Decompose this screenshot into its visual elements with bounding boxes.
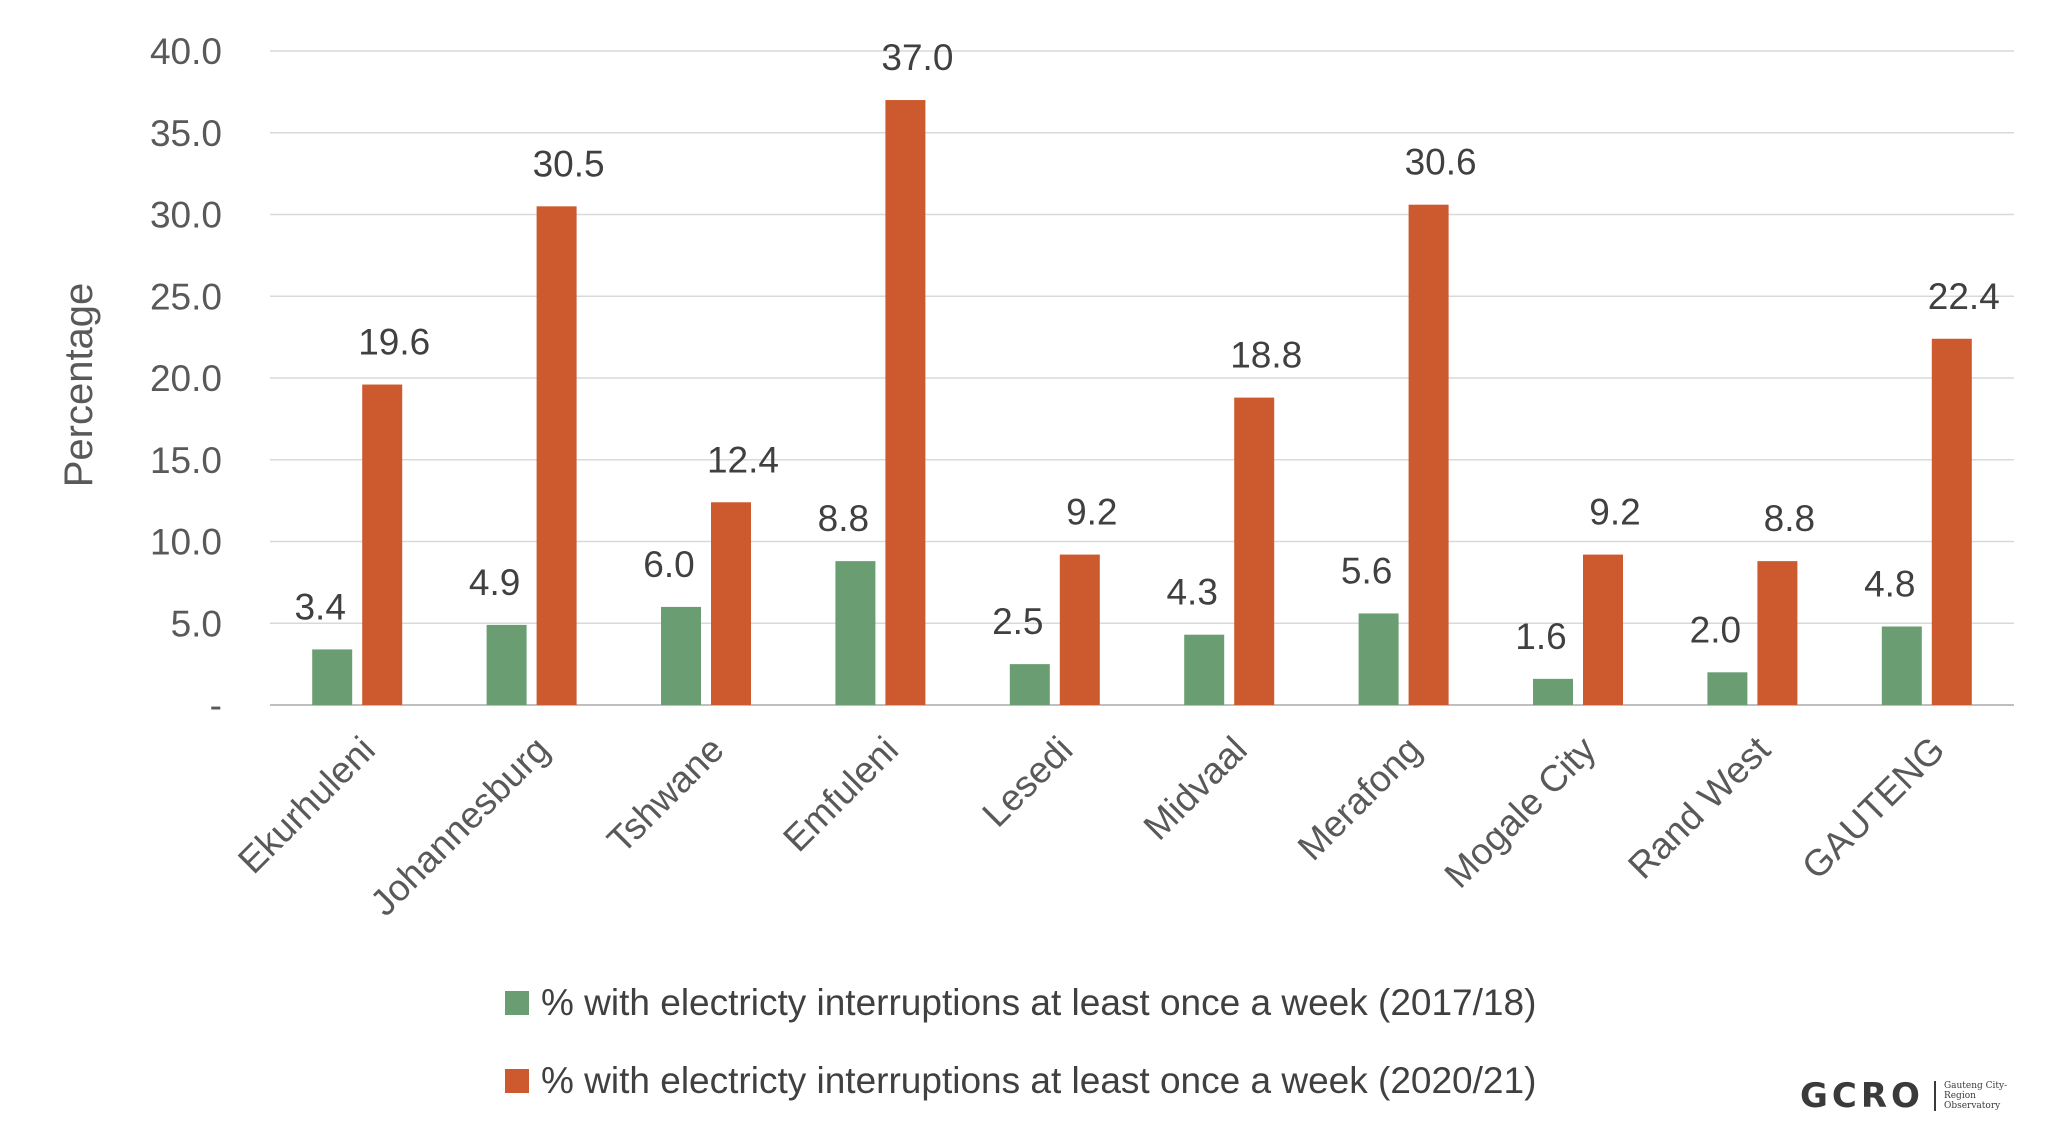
data-label: 2.5 bbox=[992, 601, 1043, 642]
bar-2017-18 bbox=[661, 606, 701, 705]
x-category-label: Rand West bbox=[1620, 728, 1778, 886]
y-tick-label: 15.0 bbox=[150, 440, 222, 481]
bar-2020-21 bbox=[362, 384, 403, 705]
bar-2017-18 bbox=[486, 624, 527, 705]
legend-label-2017-18: % with electricty interruptions at least… bbox=[541, 982, 1537, 1023]
bar-2020-21 bbox=[1931, 338, 1972, 705]
logo-mark: GCRO bbox=[1800, 1076, 1924, 1116]
legend-item-2020-21: % with electricty interruptions at least… bbox=[505, 1060, 1536, 1102]
bar-2017-18 bbox=[1184, 634, 1225, 705]
data-label: 6.0 bbox=[643, 544, 694, 585]
bar-2020-21 bbox=[1408, 204, 1449, 705]
bar-2020-21 bbox=[885, 100, 926, 706]
bars bbox=[312, 100, 1972, 706]
y-tick-label: 30.0 bbox=[150, 195, 222, 236]
bar-2017-18 bbox=[1881, 626, 1922, 705]
bar-2017-18 bbox=[1533, 678, 1573, 705]
data-label: 8.8 bbox=[818, 498, 869, 539]
x-category-label: Johannesburg bbox=[362, 729, 557, 924]
gcro-logo: GCRO Gauteng City-Region Observatory bbox=[1800, 1076, 2014, 1116]
bar-2020-21 bbox=[1059, 554, 1100, 705]
bar-2020-21 bbox=[711, 502, 751, 705]
x-category-label: Lesedi bbox=[974, 729, 1080, 835]
legend-label-2020-21: % with electricty interruptions at least… bbox=[541, 1060, 1537, 1101]
y-tick-label: 20.0 bbox=[150, 358, 222, 399]
legend-item-2017-18: % with electricty interruptions at least… bbox=[505, 982, 1536, 1024]
data-label: 12.4 bbox=[707, 439, 779, 480]
x-category-label: Mogale City bbox=[1437, 728, 1604, 895]
data-label: 3.4 bbox=[294, 586, 345, 627]
data-label: 37.0 bbox=[881, 37, 953, 78]
data-label: 5.6 bbox=[1341, 550, 1392, 591]
y-tick-label: 40.0 bbox=[150, 31, 222, 72]
data-label: 9.2 bbox=[1589, 492, 1640, 533]
y-tick-label: 35.0 bbox=[150, 113, 222, 154]
x-category-label: Merafong bbox=[1290, 729, 1430, 869]
legend-swatch-2020-21 bbox=[505, 1069, 529, 1093]
y-tick-label: - bbox=[210, 685, 222, 726]
data-label: 2.0 bbox=[1690, 609, 1741, 650]
bar-2020-21 bbox=[1234, 397, 1275, 705]
y-axis-label: Percentage bbox=[57, 283, 101, 488]
x-category-label: GAUTENG bbox=[1794, 729, 1952, 887]
data-labels: 3.4 19.6 4.9 30.5 6.0 12.4 8.8 37.0 2.5 9.2 4.3 18.… bbox=[294, 37, 1999, 657]
data-label: 30.6 bbox=[1405, 142, 1477, 183]
bar-2017-18 bbox=[1358, 613, 1399, 705]
bar-2017-18 bbox=[1009, 664, 1050, 705]
data-label: 22.4 bbox=[1928, 276, 2000, 317]
bar-2020-21 bbox=[536, 206, 577, 705]
bar-2020-21 bbox=[1583, 554, 1623, 705]
data-label: 8.8 bbox=[1764, 498, 1815, 539]
y-tick-label: 10.0 bbox=[150, 522, 222, 563]
x-category-label: Midvaal bbox=[1136, 729, 1255, 848]
x-category-label: Tshwane bbox=[599, 729, 731, 861]
data-label: 4.8 bbox=[1864, 564, 1915, 605]
logo-subtitle: Gauteng City-Region Observatory bbox=[1933, 1081, 2014, 1111]
x-category-label: Ekurhuleni bbox=[230, 729, 383, 882]
data-label: 9.2 bbox=[1066, 492, 1117, 533]
y-axis-ticks: - 5.0 10.0 15.0 20.0 25.0 30.0 35.0 40.0 bbox=[150, 31, 222, 726]
bar-2017-18 bbox=[1707, 672, 1748, 705]
data-label: 30.5 bbox=[533, 143, 605, 184]
y-tick-label: 25.0 bbox=[150, 276, 222, 317]
bar-2020-21 bbox=[1757, 561, 1798, 705]
data-label: 4.3 bbox=[1166, 572, 1217, 613]
bar-2017-18 bbox=[835, 561, 876, 705]
legend-swatch-2017-18 bbox=[505, 991, 529, 1015]
data-label: 4.9 bbox=[469, 562, 520, 603]
data-label: 18.8 bbox=[1230, 335, 1302, 376]
bar-2017-18 bbox=[312, 649, 353, 705]
data-label: 19.6 bbox=[358, 322, 430, 363]
data-label: 1.6 bbox=[1515, 616, 1566, 657]
y-tick-label: 5.0 bbox=[171, 603, 222, 644]
x-category-label: Emfuleni bbox=[775, 729, 906, 860]
